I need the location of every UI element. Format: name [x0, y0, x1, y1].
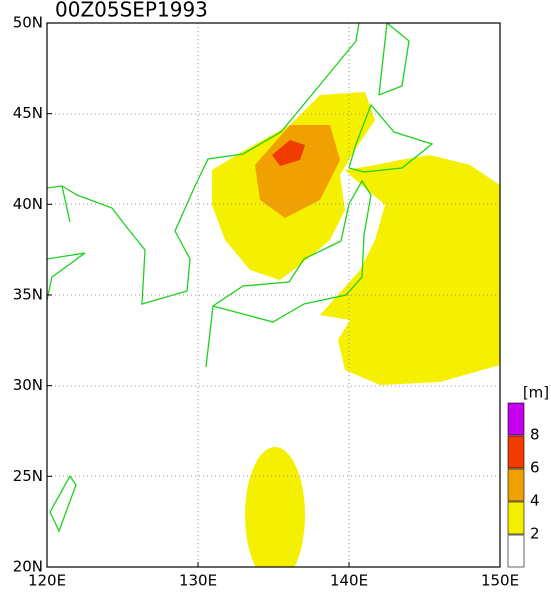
latitude-label: 45N [13, 104, 43, 122]
map-title: 00Z05SEP1993 [55, 0, 208, 22]
legend-swatch [507, 468, 525, 502]
legend-level: 2 [530, 525, 540, 543]
longitude-label: 130E [179, 572, 217, 590]
legend-swatch [507, 534, 525, 568]
legend-swatch [507, 435, 525, 469]
latitude-label: 40N [13, 195, 43, 213]
longitude-label: 150E [481, 572, 519, 590]
legend-unit: [m] [523, 384, 549, 402]
latitude-label: 30N [13, 376, 43, 394]
latitude-label: 35N [13, 286, 43, 304]
legend-level: 4 [530, 492, 540, 510]
longitude-label: 120E [28, 572, 66, 590]
legend-swatch [507, 402, 525, 436]
latitude-label: 50N [13, 14, 43, 32]
legend-swatch [507, 501, 525, 535]
longitude-label: 140E [330, 572, 368, 590]
wave-height-field [212, 92, 500, 567]
legend-level: 6 [530, 459, 540, 477]
coastlines [47, 23, 434, 533]
latitude-label: 20N [13, 558, 43, 576]
legend-level: 8 [530, 426, 540, 444]
latitude-label: 25N [13, 467, 43, 485]
